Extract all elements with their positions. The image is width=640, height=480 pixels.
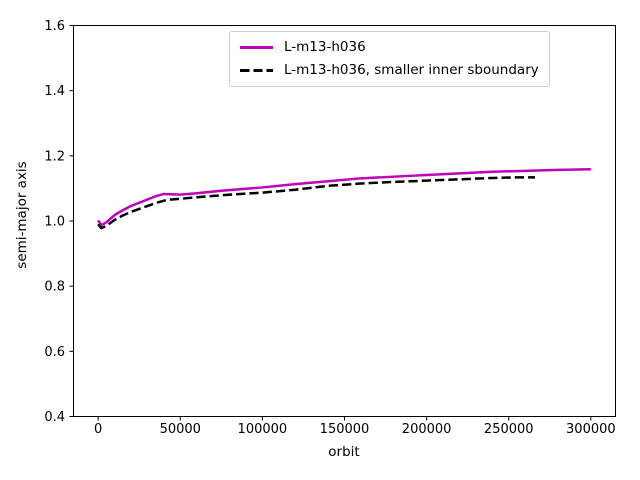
x-tick-label: 150000 (320, 422, 370, 437)
legend-label: L-m13-h036, smaller inner sboundary (284, 62, 539, 78)
y-tick-label: 0.6 (44, 345, 65, 360)
x-axis-label: orbit (328, 444, 360, 460)
y-tick-label: 1.4 (44, 84, 65, 99)
series-line-dashed (97, 176, 536, 230)
x-tick-label: 200000 (402, 422, 452, 437)
y-axis-label: semi-major axis (14, 161, 30, 269)
y-tick-label: 0.8 (44, 280, 65, 295)
x-tick-label: 0 (94, 422, 102, 437)
legend-line-sample-solid (240, 46, 273, 49)
y-tick-label: 1.2 (44, 149, 65, 164)
legend: L-m13-h036 L-m13-h036, smaller inner sbo… (229, 31, 550, 87)
x-tick-label: 250000 (484, 422, 534, 437)
y-tick-label: 1.6 (44, 19, 65, 34)
legend-item: L-m13-h036, smaller inner sboundary (240, 62, 539, 79)
x-tick-label: 50000 (160, 422, 201, 437)
legend-label: L-m13-h036 (284, 39, 366, 55)
legend-item: L-m13-h036 (240, 39, 539, 56)
legend-line-sample-dashed (240, 69, 273, 72)
x-tick-label: 100000 (238, 422, 288, 437)
y-tick-label: 1.0 (44, 215, 65, 230)
y-tick-label: 0.4 (44, 410, 65, 425)
series-line-solid (97, 167, 591, 227)
x-tick-label: 300000 (566, 422, 616, 437)
